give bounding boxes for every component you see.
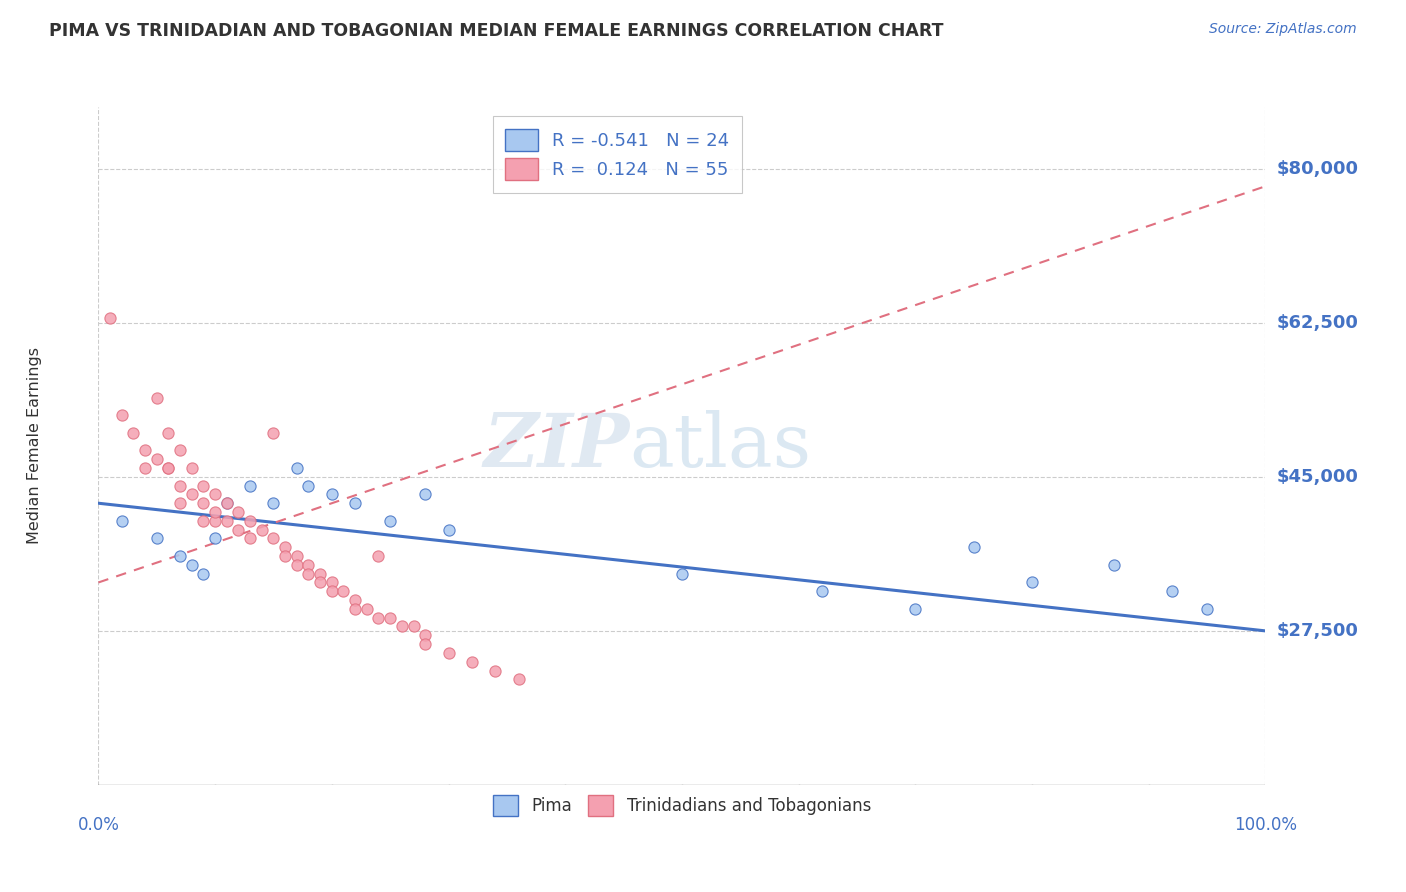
Point <box>193 566 215 581</box>
Point <box>321 487 343 501</box>
Point <box>367 610 389 624</box>
Legend: Pima, Trinidadians and Tobagonians: Pima, Trinidadians and Tobagonians <box>484 787 880 824</box>
Point <box>146 452 169 467</box>
Point <box>274 541 297 555</box>
Point <box>297 478 319 492</box>
Point <box>1161 584 1184 599</box>
Point <box>285 461 308 475</box>
Point <box>962 541 984 555</box>
Text: $45,000: $45,000 <box>1277 467 1358 486</box>
Point <box>169 443 191 458</box>
Point <box>111 514 134 528</box>
Point <box>157 461 180 475</box>
Point <box>904 602 927 616</box>
Point <box>1021 575 1043 590</box>
Point <box>413 487 436 501</box>
Point <box>380 514 402 528</box>
Point <box>321 575 343 590</box>
Point <box>309 575 332 590</box>
Point <box>228 523 250 537</box>
Point <box>344 496 367 510</box>
Point <box>180 558 202 572</box>
Point <box>262 532 284 546</box>
Point <box>204 514 226 528</box>
Point <box>262 425 284 440</box>
Point <box>461 655 484 669</box>
Text: atlas: atlas <box>630 409 811 483</box>
Point <box>169 549 191 563</box>
Point <box>437 523 460 537</box>
Point <box>309 566 332 581</box>
Point <box>321 584 343 599</box>
Text: 100.0%: 100.0% <box>1234 815 1296 833</box>
Point <box>285 549 308 563</box>
Point <box>1102 558 1125 572</box>
Point <box>344 593 367 607</box>
Point <box>157 461 180 475</box>
Point <box>297 558 319 572</box>
Text: Median Female Earnings: Median Female Earnings <box>27 348 42 544</box>
Point <box>204 532 226 546</box>
Point <box>98 311 121 326</box>
Point <box>239 532 262 546</box>
Point <box>274 549 297 563</box>
Point <box>1195 602 1218 616</box>
Point <box>437 646 460 660</box>
Point <box>111 408 134 422</box>
Text: Source: ZipAtlas.com: Source: ZipAtlas.com <box>1209 22 1357 37</box>
Text: 0.0%: 0.0% <box>77 815 120 833</box>
Point <box>204 487 226 501</box>
Point <box>193 514 215 528</box>
Point <box>239 514 262 528</box>
Point <box>413 628 436 642</box>
Point <box>215 496 238 510</box>
Point <box>215 514 238 528</box>
Point <box>285 558 308 572</box>
Text: ZIP: ZIP <box>484 409 630 483</box>
Point <box>413 637 436 651</box>
Point <box>671 566 693 581</box>
Text: PIMA VS TRINIDADIAN AND TOBAGONIAN MEDIAN FEMALE EARNINGS CORRELATION CHART: PIMA VS TRINIDADIAN AND TOBAGONIAN MEDIA… <box>49 22 943 40</box>
Point <box>367 549 389 563</box>
Point <box>157 425 180 440</box>
Point <box>508 673 530 687</box>
Point <box>262 496 284 510</box>
Point <box>204 505 226 519</box>
Point <box>146 391 169 405</box>
Point <box>122 425 145 440</box>
Point <box>193 478 215 492</box>
Point <box>297 566 319 581</box>
Point <box>169 496 191 510</box>
Point <box>484 664 506 678</box>
Text: $80,000: $80,000 <box>1277 160 1358 178</box>
Point <box>134 461 156 475</box>
Point <box>228 505 250 519</box>
Point <box>356 602 378 616</box>
Point <box>811 584 834 599</box>
Point <box>332 584 354 599</box>
Point <box>180 487 202 501</box>
Text: $62,500: $62,500 <box>1277 314 1358 332</box>
Point <box>180 461 202 475</box>
Point <box>215 496 238 510</box>
Point <box>146 532 169 546</box>
Point <box>402 619 425 633</box>
Point <box>169 478 191 492</box>
Text: $27,500: $27,500 <box>1277 622 1358 640</box>
Point <box>239 478 262 492</box>
Point <box>391 619 413 633</box>
Point <box>134 443 156 458</box>
Point <box>250 523 273 537</box>
Point <box>193 496 215 510</box>
Point <box>380 610 402 624</box>
Point <box>344 602 367 616</box>
